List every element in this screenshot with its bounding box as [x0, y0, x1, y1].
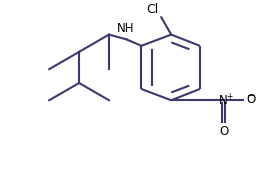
Text: N: N	[219, 94, 228, 107]
Text: +: +	[226, 92, 232, 101]
Text: O: O	[246, 93, 256, 106]
Text: −: −	[247, 92, 256, 101]
Text: O: O	[219, 125, 228, 138]
Text: Cl: Cl	[146, 3, 159, 16]
Text: NH: NH	[116, 22, 134, 35]
